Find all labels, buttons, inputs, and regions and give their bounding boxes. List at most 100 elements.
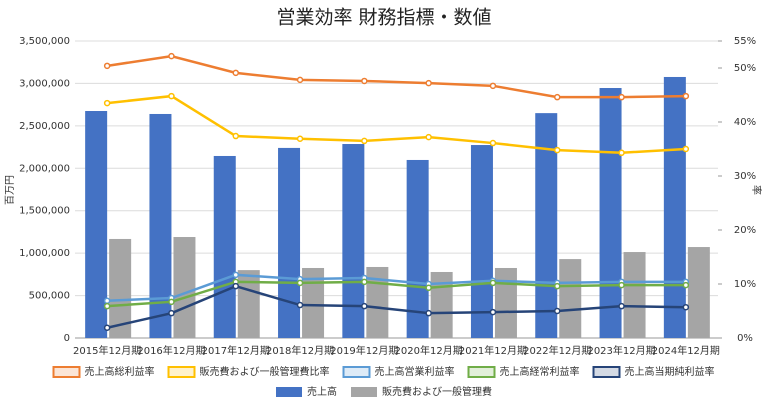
x-tick-label: 2018年12月期 [266, 344, 334, 357]
line-marker [489, 308, 497, 316]
line-marker [103, 324, 111, 331]
y-tick-label: 1,000,000 [19, 248, 70, 259]
line-marker [168, 52, 175, 60]
line-marker [103, 99, 111, 107]
y-tick-label: 3,500,000 [19, 36, 70, 47]
line-marker [618, 93, 625, 101]
bar [342, 144, 365, 338]
line-marker [425, 79, 432, 87]
legend-label: 販売費および一般管理費比率 [200, 365, 330, 378]
line-marker [489, 279, 497, 287]
bar [663, 76, 686, 338]
line-marker [361, 77, 368, 85]
chart-title: 営業効率 財務指標・数値 [276, 7, 491, 29]
x-tick-label: 2020年12月期 [395, 344, 463, 357]
legend-row: 売上高総利益率 販売費および一般管理費比率 売上高営業利益率 売上高経常利益率 売上高当… [52, 365, 715, 378]
legend-label: 販売費および一般管理費 [382, 385, 492, 398]
legend-row: 売上高 販売費および一般管理費 [276, 385, 492, 398]
bar [599, 88, 622, 338]
x-tick-label: 2015年12月期 [73, 344, 141, 357]
legend-label: 売上高営業利益率 [375, 365, 455, 378]
line-marker [103, 297, 111, 304]
y-tick-label: 1,500,000 [19, 206, 70, 217]
line-marker [361, 137, 368, 145]
bar [687, 247, 710, 338]
line [107, 94, 686, 155]
bar [85, 111, 108, 338]
legend-swatch [351, 387, 377, 397]
line-marker [103, 62, 111, 70]
legend-label: 売上高総利益率 [85, 365, 155, 378]
legend-label: 売上高 [307, 385, 337, 398]
line [106, 54, 686, 99]
y-axis-label: 百万円 [4, 175, 16, 205]
bar [237, 270, 260, 338]
legend-swatch [342, 366, 371, 378]
line-marker [168, 298, 175, 306]
line-marker [296, 301, 304, 309]
x-tick-label: 2022年12月期 [523, 344, 591, 357]
line-marker [682, 281, 690, 289]
line-marker [232, 69, 239, 77]
bar [494, 267, 517, 338]
line-marker [232, 282, 239, 290]
line-marker [682, 303, 690, 311]
y2-tick-label: 20% [734, 225, 756, 236]
legend-swatch [467, 366, 496, 378]
bar [149, 113, 172, 338]
bar [430, 271, 453, 338]
bar [302, 267, 325, 338]
line-marker [618, 302, 625, 310]
legend-swatch [167, 366, 196, 378]
line-marker [425, 309, 432, 317]
legend-swatch [276, 387, 302, 397]
x-tick-label: 2021年12月期 [459, 344, 527, 357]
y-tick-label: 2,000,000 [19, 163, 70, 174]
line-marker [618, 281, 625, 289]
y-tick-label: 3,000,000 [19, 78, 70, 89]
y-tick-label: 2,500,000 [19, 121, 70, 132]
y2-tick-label: 50% [734, 63, 756, 74]
bar [559, 259, 582, 338]
line-marker [361, 302, 368, 310]
bar [213, 155, 236, 338]
bar [406, 159, 429, 338]
line-marker [232, 271, 239, 279]
line-marker [168, 92, 175, 100]
line [107, 273, 686, 302]
legend-swatch [592, 366, 621, 378]
line [107, 280, 686, 308]
line-marker [232, 132, 239, 140]
line-marker [425, 133, 432, 141]
y2-tick-label: 0% [737, 333, 753, 344]
x-tick-label: 2017年12月期 [202, 344, 270, 357]
y-tick-label: 500,000 [29, 291, 70, 302]
y2-axis-label: 率 [750, 185, 763, 195]
legend-swatch [52, 366, 81, 378]
line-marker [489, 139, 497, 147]
line [106, 284, 686, 329]
line-marker [103, 302, 111, 310]
x-tick-label: 2023年12月期 [587, 344, 655, 357]
bar [623, 252, 646, 338]
y2-tick-label: 10% [734, 279, 756, 290]
line-marker [296, 76, 304, 84]
bar [470, 145, 493, 338]
bar [109, 238, 132, 338]
line-marker [682, 145, 690, 153]
x-tick-label: 2016年12月期 [137, 344, 205, 357]
legend-label: 売上高経常利益率 [500, 365, 580, 378]
bar [173, 237, 196, 338]
line-marker [425, 284, 432, 292]
line-marker [296, 279, 304, 287]
x-tick-label: 2024年12月期 [652, 344, 720, 357]
line-marker [618, 149, 625, 157]
line-marker [168, 309, 175, 317]
bar [278, 147, 301, 338]
line-marker [682, 92, 690, 100]
x-tick-label: 2019年12月期 [330, 344, 398, 357]
line-marker [554, 307, 561, 315]
line-marker [489, 82, 497, 90]
line-marker [296, 135, 304, 142]
